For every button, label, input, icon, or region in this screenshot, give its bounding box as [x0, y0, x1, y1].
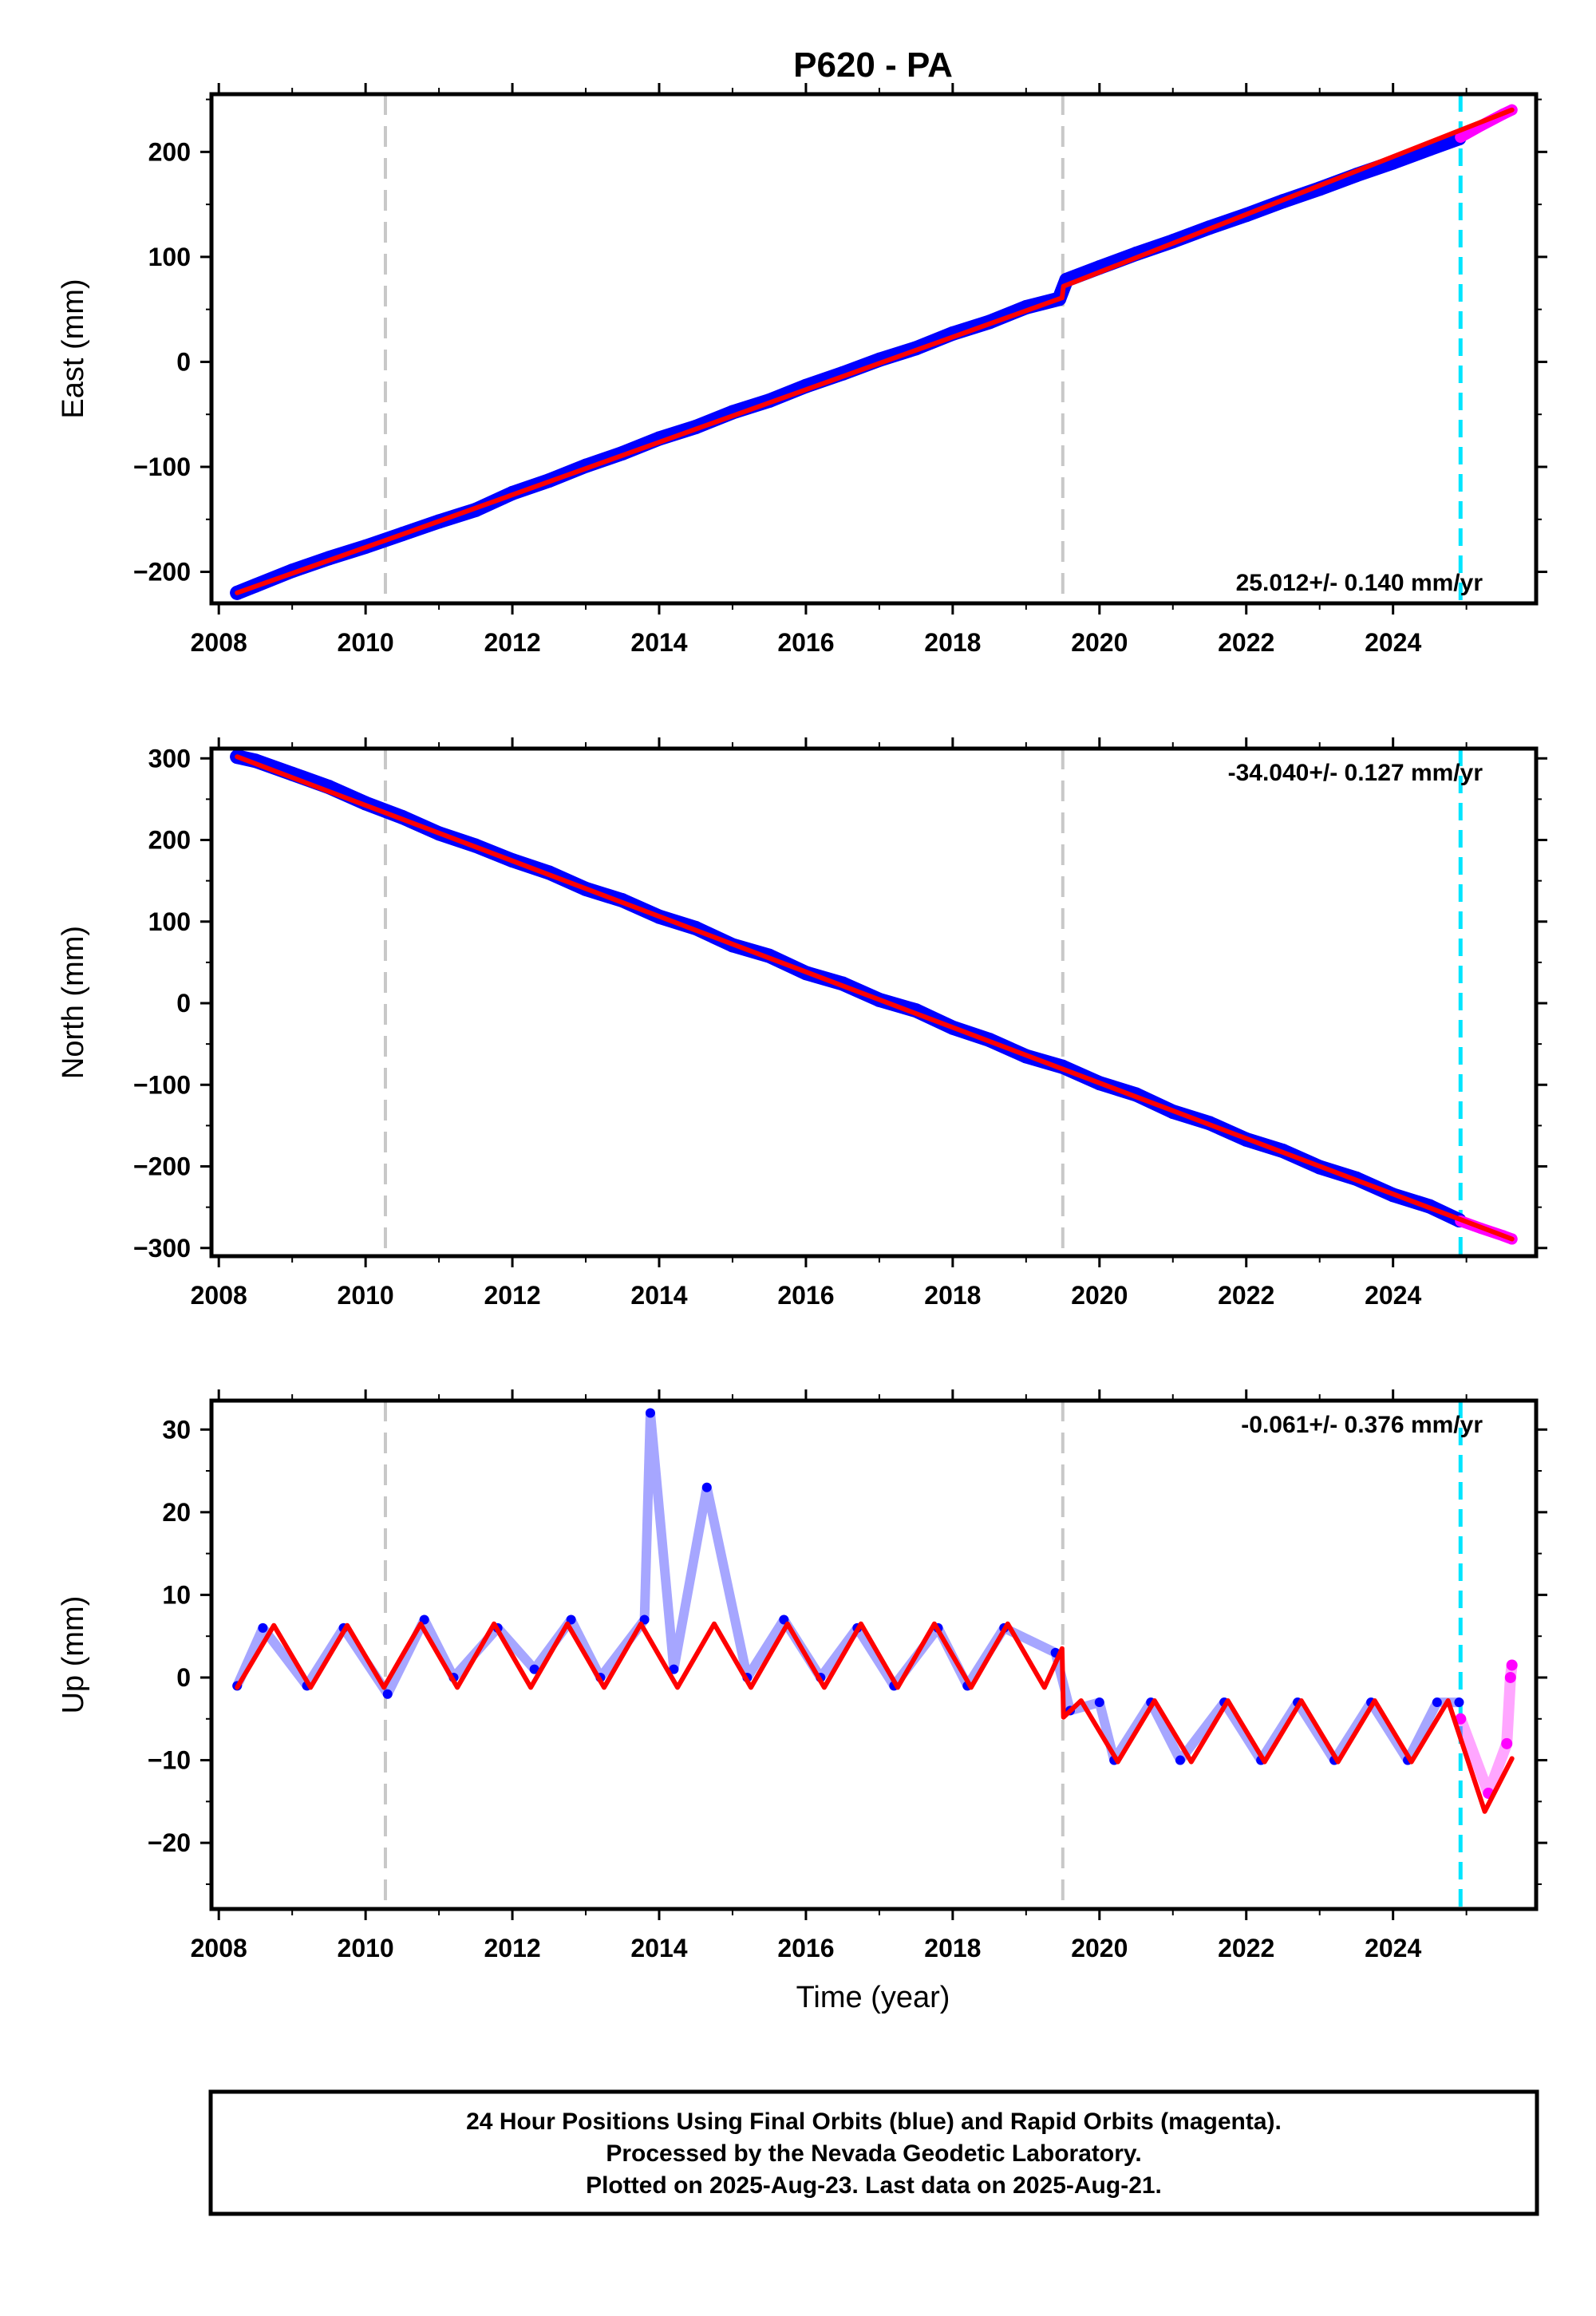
series-up	[232, 1408, 1518, 1814]
y-tick-label-up: 10	[162, 1580, 191, 1609]
x-tick-label-north: 2020	[1071, 1281, 1128, 1310]
final-orbits-point-up	[669, 1664, 679, 1674]
y-tick-label-north: −200	[133, 1152, 191, 1181]
y-tick-label-north: 100	[148, 907, 191, 936]
final-orbits-point-up	[1175, 1755, 1185, 1765]
y-tick-label-north: −300	[133, 1234, 191, 1263]
x-tick-label-east: 2008	[191, 628, 247, 657]
x-tick-label-east: 2014	[630, 628, 687, 657]
y-tick-label-east: −100	[133, 453, 191, 481]
footer-box	[208, 2089, 1539, 2216]
x-tick-label-up: 2018	[924, 1934, 981, 1962]
footer-line-2: Processed by the Nevada Geodetic Laborat…	[606, 2140, 1141, 2167]
rapid-orbits-point-east	[1455, 131, 1467, 143]
y-tick-label-north: 300	[148, 744, 191, 773]
x-tick-label-north: 2022	[1218, 1281, 1274, 1310]
final-orbits-point-up	[258, 1622, 268, 1633]
y-tick-label-north: 0	[176, 989, 191, 1018]
footer-line-1: 24 Hour Positions Using Final Orbits (bl…	[466, 2109, 1282, 2135]
y-tick-label-east: −200	[133, 558, 191, 587]
final-orbits-point-up	[529, 1664, 539, 1674]
final-orbits-point-up	[1432, 1697, 1442, 1708]
y-tick-label-up: 20	[162, 1498, 191, 1527]
model-line-north	[235, 754, 1515, 1242]
y-tick-label-east: 100	[148, 243, 191, 271]
series-east	[230, 104, 1518, 600]
x-tick-label-east: 2018	[924, 628, 981, 657]
x-tick-label-north: 2010	[338, 1281, 394, 1310]
y-tick-label-up: 30	[162, 1415, 191, 1444]
panel-east: 2008 2010 2012 2014 2016 2018 2020 2022 2024 −200…	[57, 83, 1547, 657]
rapid-orbits-point-up	[1455, 1713, 1467, 1725]
footer-line-3: Plotted on 2025-Aug-23. Last data on 202…	[586, 2172, 1162, 2199]
y-axis-label-east: East (mm)	[57, 279, 90, 418]
x-tick-label-east: 2012	[484, 628, 540, 657]
x-tick-label-north: 2024	[1365, 1281, 1421, 1310]
model-line-up	[235, 1621, 1515, 1814]
plot-area-east	[230, 94, 1518, 603]
x-axis-label: Time (year)	[796, 1981, 950, 2014]
plot-area-up	[232, 1401, 1518, 1909]
y-axis-label-up: Up (mm)	[57, 1596, 90, 1714]
series-north	[230, 749, 1518, 1245]
figure-title: P620 - PA	[793, 45, 953, 85]
panel-up: 2008 2010 2012 2014 2016 2018 2020 2022 2024−20−…	[57, 1389, 1547, 1962]
y-axis-label-north: North (mm)	[57, 926, 90, 1079]
y-tick-label-north: −100	[133, 1070, 191, 1099]
rapid-orbits-point-up	[1506, 1659, 1518, 1671]
rate-label-east: 25.012+/- 0.140 mm/yr	[1236, 570, 1483, 596]
y-tick-label-up: −10	[148, 1746, 191, 1775]
final-orbits-trace-east	[230, 131, 1467, 600]
rapid-orbits-point-up	[1504, 1671, 1516, 1683]
y-tick-label-north: 200	[148, 826, 191, 855]
rapid-orbits-point-up	[1501, 1737, 1513, 1749]
rate-label-north: -34.040+/- 0.127 mm/yr	[1228, 760, 1483, 786]
rate-label-up: -0.061+/- 0.376 mm/yr	[1241, 1412, 1483, 1438]
x-tick-label-east: 2010	[338, 628, 394, 657]
panel-frame-east	[209, 92, 1539, 606]
final-orbits-point-up	[1094, 1697, 1104, 1708]
x-tick-label-north: 2008	[191, 1281, 247, 1310]
x-tick-label-east: 2020	[1071, 628, 1128, 657]
panel-north: 2008 2010 2012 2014 2016 2018 2020 2022 2024 −300…	[57, 737, 1547, 1310]
x-tick-label-east: 2024	[1365, 628, 1421, 657]
x-tick-label-up: 2012	[484, 1934, 540, 1962]
final-orbits-trace-up	[232, 1408, 1464, 1765]
final-orbits-point-up	[701, 1482, 712, 1492]
final-orbits-point-up	[645, 1408, 655, 1418]
x-tick-label-up: 2008	[191, 1934, 247, 1962]
x-tick-label-north: 2018	[924, 1281, 981, 1310]
x-tick-label-north: 2014	[630, 1281, 687, 1310]
x-tick-label-up: 2016	[777, 1934, 834, 1962]
x-tick-label-up: 2010	[338, 1934, 394, 1962]
x-tick-label-up: 2014	[630, 1934, 687, 1962]
model-line-east	[235, 107, 1515, 595]
final-orbits-point-up	[382, 1689, 393, 1699]
x-tick-label-up: 2020	[1071, 1934, 1128, 1962]
y-tick-label-up: −20	[148, 1828, 191, 1857]
x-tick-label-up: 2022	[1218, 1934, 1274, 1962]
y-tick-label-up: 0	[176, 1663, 191, 1692]
x-tick-label-up: 2024	[1365, 1934, 1421, 1962]
panel-frame-up	[209, 1398, 1539, 1911]
plot-area-north	[230, 749, 1518, 1256]
x-tick-label-north: 2016	[777, 1281, 834, 1310]
y-tick-label-east: 0	[176, 347, 191, 376]
panels: 2008 2010 2012 2014 2016 2018 2020 2022 2024−200…	[57, 83, 1547, 1962]
x-tick-label-east: 2022	[1218, 628, 1274, 657]
y-tick-label-east: 200	[148, 137, 191, 166]
x-tick-label-north: 2012	[484, 1281, 540, 1310]
final-orbits-point-up	[1454, 1697, 1464, 1708]
x-tick-label-east: 2016	[777, 628, 834, 657]
